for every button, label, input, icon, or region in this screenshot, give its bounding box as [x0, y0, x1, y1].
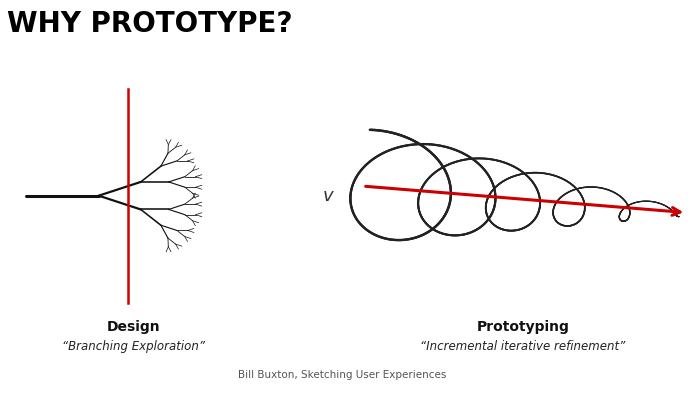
Text: v: v: [323, 187, 334, 205]
Text: Prototyping: Prototyping: [476, 320, 570, 333]
Text: “Incremental iterative refinement”: “Incremental iterative refinement”: [420, 340, 625, 353]
Text: WHY PROTOTYPE?: WHY PROTOTYPE?: [7, 10, 292, 38]
Text: Bill Buxton, Sketching User Experiences: Bill Buxton, Sketching User Experiences: [238, 370, 446, 380]
Text: “Branching Exploration”: “Branching Exploration”: [62, 340, 205, 353]
Text: Design: Design: [107, 320, 161, 333]
